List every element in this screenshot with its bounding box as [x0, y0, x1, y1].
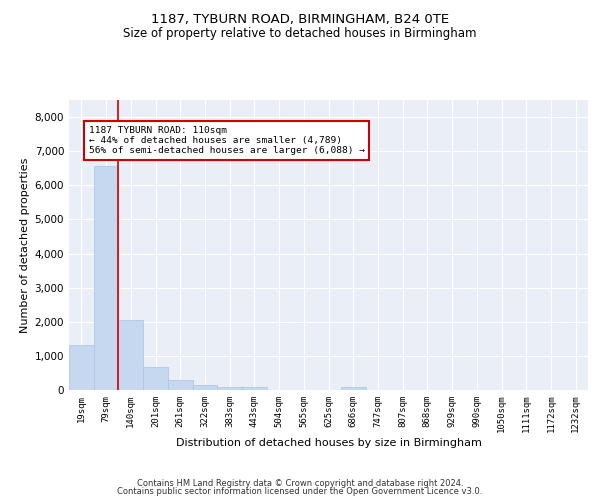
Bar [168, 380, 193, 390]
Text: Size of property relative to detached houses in Birmingham: Size of property relative to detached ho… [123, 28, 477, 40]
Text: 1187, TYBURN ROAD, BIRMINGHAM, B24 0TE: 1187, TYBURN ROAD, BIRMINGHAM, B24 0TE [151, 12, 449, 26]
Bar [242, 388, 267, 390]
Bar [217, 388, 242, 390]
Bar [94, 166, 118, 390]
Text: 1187 TYBURN ROAD: 110sqm
← 44% of detached houses are smaller (4,789)
56% of sem: 1187 TYBURN ROAD: 110sqm ← 44% of detach… [89, 126, 365, 156]
Y-axis label: Number of detached properties: Number of detached properties [20, 158, 31, 332]
Bar [193, 386, 217, 390]
Text: Contains public sector information licensed under the Open Government Licence v3: Contains public sector information licen… [118, 487, 482, 496]
Bar [341, 388, 365, 390]
Bar [118, 320, 143, 390]
Text: Contains HM Land Registry data © Crown copyright and database right 2024.: Contains HM Land Registry data © Crown c… [137, 478, 463, 488]
X-axis label: Distribution of detached houses by size in Birmingham: Distribution of detached houses by size … [176, 438, 481, 448]
Bar [69, 345, 94, 390]
Bar [143, 367, 168, 390]
